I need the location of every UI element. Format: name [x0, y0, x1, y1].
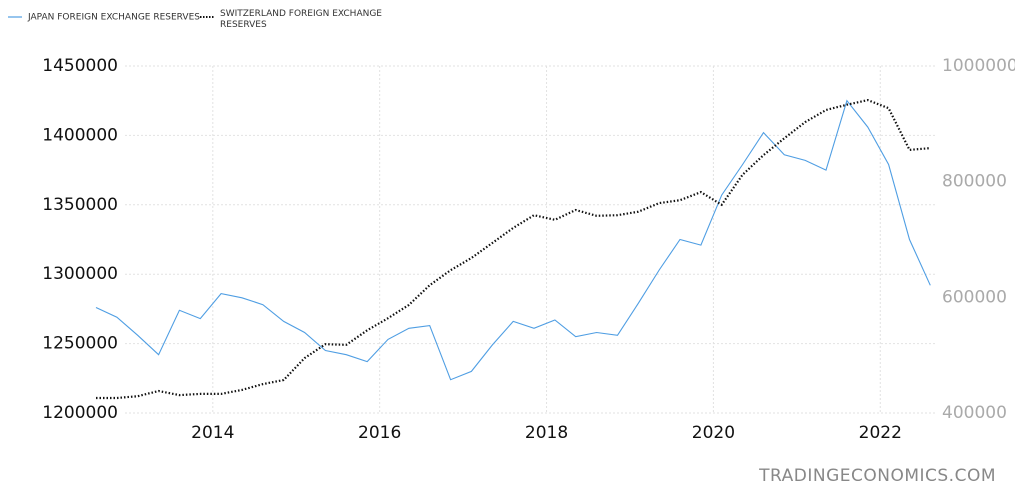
y2-tick-label: 600000	[942, 287, 1007, 307]
x-tick-label: 2018	[525, 423, 568, 443]
y-tick-label: 1450000	[42, 56, 118, 76]
x-tick-label: 2022	[859, 423, 902, 443]
y2-tick-label: 400000	[942, 403, 1007, 423]
y-tick-label: 1350000	[42, 195, 118, 215]
x-tick-label: 2014	[191, 423, 234, 443]
y-tick-label: 1200000	[42, 403, 118, 423]
y2-tick-label: 1000000	[942, 56, 1015, 76]
y-tick-label: 1250000	[42, 334, 118, 354]
y-tick-label: 1400000	[42, 125, 118, 145]
legend-label: SWITZERLAND FOREIGN EXCHANGE RESERVES	[220, 9, 382, 30]
x-tick-label: 2020	[692, 423, 735, 443]
y2-tick-label: 800000	[942, 172, 1007, 192]
series-line	[95, 99, 931, 381]
y-tick-label: 1300000	[42, 264, 118, 284]
legend-label: JAPAN FOREIGN EXCHANGE RESERVES	[27, 13, 200, 23]
series-line	[96, 98, 931, 400]
x-tick-label: 2016	[358, 423, 401, 443]
source-label: TRADINGECONOMICS.COM	[758, 466, 996, 486]
